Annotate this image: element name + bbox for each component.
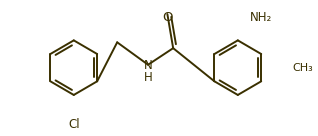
Text: Cl: Cl bbox=[68, 118, 80, 131]
Text: N
H: N H bbox=[144, 59, 152, 84]
Text: NH₂: NH₂ bbox=[250, 11, 273, 24]
Text: CH₃: CH₃ bbox=[293, 63, 314, 73]
Text: O: O bbox=[162, 11, 173, 24]
